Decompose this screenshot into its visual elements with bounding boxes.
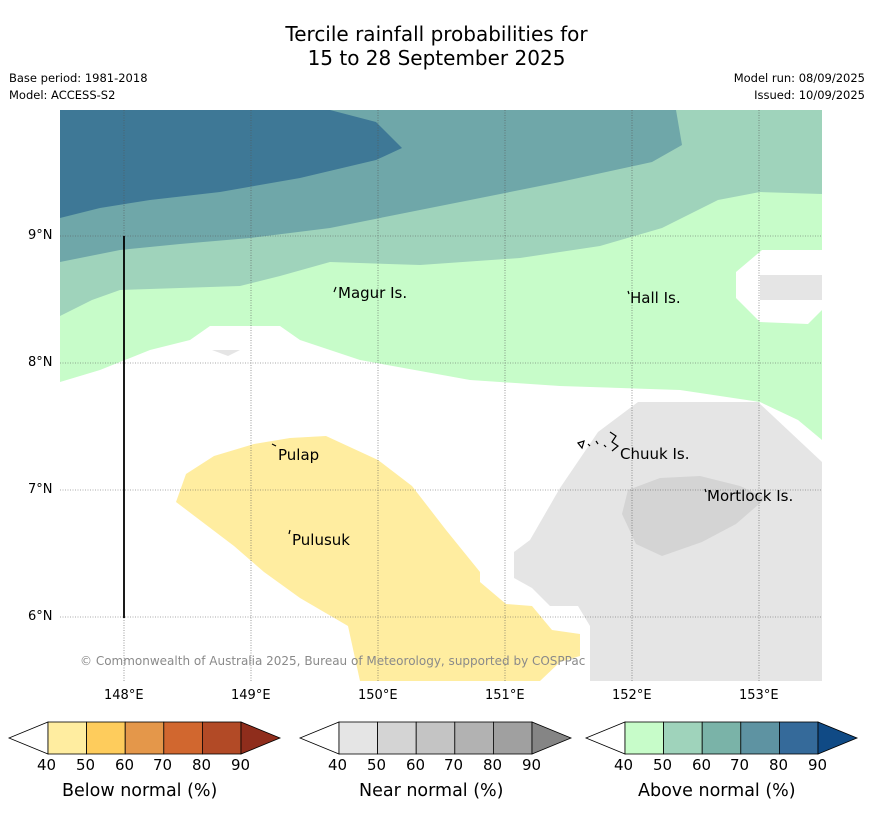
cbar2-tick: 70 (444, 756, 464, 774)
lat-label-6n: 6°N (28, 609, 53, 624)
model-name: Model: ACCESS-S2 (9, 88, 116, 102)
lat-label-7n: 7°N (28, 482, 53, 497)
place-chuuk: Chuuk Is. (620, 445, 690, 463)
island-hall (627, 290, 630, 295)
cbar2-low-arrow (298, 721, 340, 755)
title-line-1: Tercile rainfall probabilities for (285, 22, 588, 46)
cbar1-seg-3 (163, 721, 203, 755)
cbar2-tick: 60 (406, 756, 426, 774)
cbar1-high-arrow (240, 721, 282, 755)
colorbar-below-normal (7, 721, 282, 755)
cbar1-tick: 50 (76, 756, 96, 774)
island-markers (271, 286, 707, 535)
island-chuuk-group (576, 431, 620, 452)
lon-label-148e: 148°E (104, 688, 144, 703)
cbar2-seg-2 (415, 721, 456, 755)
cbar3-tick: 90 (808, 756, 828, 774)
place-pulap: Pulap (278, 446, 320, 464)
cbar3-tick: 40 (614, 756, 634, 774)
lon-label-150e: 150°E (358, 688, 398, 703)
cbar3-tick: 60 (692, 756, 712, 774)
place-magur: Magur Is. (338, 284, 408, 302)
place-hall: Hall Is. (630, 289, 681, 307)
cbar1-tick: 80 (192, 756, 212, 774)
cbar1-tick: 40 (37, 756, 57, 774)
colorbar-above-normal (584, 721, 859, 755)
probability-fields (60, 110, 822, 681)
cbar2-tick: 40 (328, 756, 348, 774)
lon-label-151e: 151°E (485, 688, 525, 703)
colorbar-near-normal (298, 721, 573, 755)
cbar3-seg-4 (779, 721, 819, 755)
lat-label-9n: 9°N (28, 228, 53, 243)
cbar3-seg-2 (701, 721, 742, 755)
model-run: Model run: 08/09/2025 (733, 71, 865, 85)
cbar1-tick: 90 (231, 756, 251, 774)
lon-label-153e: 153°E (739, 688, 779, 703)
island-pulusuk (288, 529, 291, 535)
cbar2-tick: 50 (367, 756, 387, 774)
lon-label-152e: 152°E (612, 688, 652, 703)
cbar2-seg-1 (377, 721, 417, 755)
cbar1-tick: 60 (115, 756, 135, 774)
island-mortlock (704, 488, 707, 493)
cbar3-low-arrow (584, 721, 626, 755)
cbar3-high-arrow (817, 721, 859, 755)
graticule (60, 110, 822, 681)
cbar1-seg-1 (86, 721, 126, 755)
cbar3-seg-0 (624, 721, 664, 755)
cbar3-tick: 70 (730, 756, 750, 774)
map-title: Tercile rainfall probabilities for 15 to… (0, 22, 873, 70)
lon-label-149e: 149°E (231, 688, 271, 703)
cbar2-high-arrow (531, 721, 573, 755)
above-normal-70-80-region (60, 110, 402, 218)
near-normal-50-60-region (622, 476, 766, 556)
cbar1-title: Below normal (%) (62, 781, 218, 801)
cbar3-seg-3 (740, 721, 780, 755)
issued-date: Issued: 10/09/2025 (754, 88, 865, 102)
cbar2-seg-4 (492, 721, 533, 755)
cbar1-seg-0 (47, 721, 87, 755)
cbar1-tick: 70 (153, 756, 173, 774)
base-period: Base period: 1981-2018 (9, 71, 148, 85)
cbar3-title: Above normal (%) (638, 781, 796, 801)
cbar1-seg-4 (201, 721, 242, 755)
cbar3-seg-1 (663, 721, 703, 755)
lat-label-8n: 8°N (28, 355, 53, 370)
cbar1-seg-2 (124, 721, 165, 755)
island-magur (333, 286, 337, 293)
near-normal-grey-patch-east (760, 275, 822, 300)
meta-right: Model run: 08/09/2025 Issued: 10/09/2025 (734, 70, 865, 104)
place-pulusuk: Pulusuk (292, 531, 350, 549)
cbar2-title: Near normal (%) (359, 781, 504, 801)
place-mortlock: Mortlock Is. (707, 487, 794, 505)
cbar1-low-arrow (7, 721, 49, 755)
copyright-notice: © Commonwealth of Australia 2025, Bureau… (80, 654, 586, 668)
cbar2-tick: 90 (522, 756, 542, 774)
island-pulap (271, 443, 277, 447)
meta-left: Base period: 1981-2018 Model: ACCESS-S2 (9, 70, 148, 104)
cbar2-seg-0 (338, 721, 378, 755)
cbar3-tick: 50 (653, 756, 673, 774)
near-normal-small-patch (212, 350, 240, 356)
cbar3-tick: 80 (769, 756, 789, 774)
title-line-2: 15 to 28 September 2025 (307, 46, 566, 70)
cbar2-tick: 80 (483, 756, 503, 774)
cbar2-seg-3 (454, 721, 494, 755)
